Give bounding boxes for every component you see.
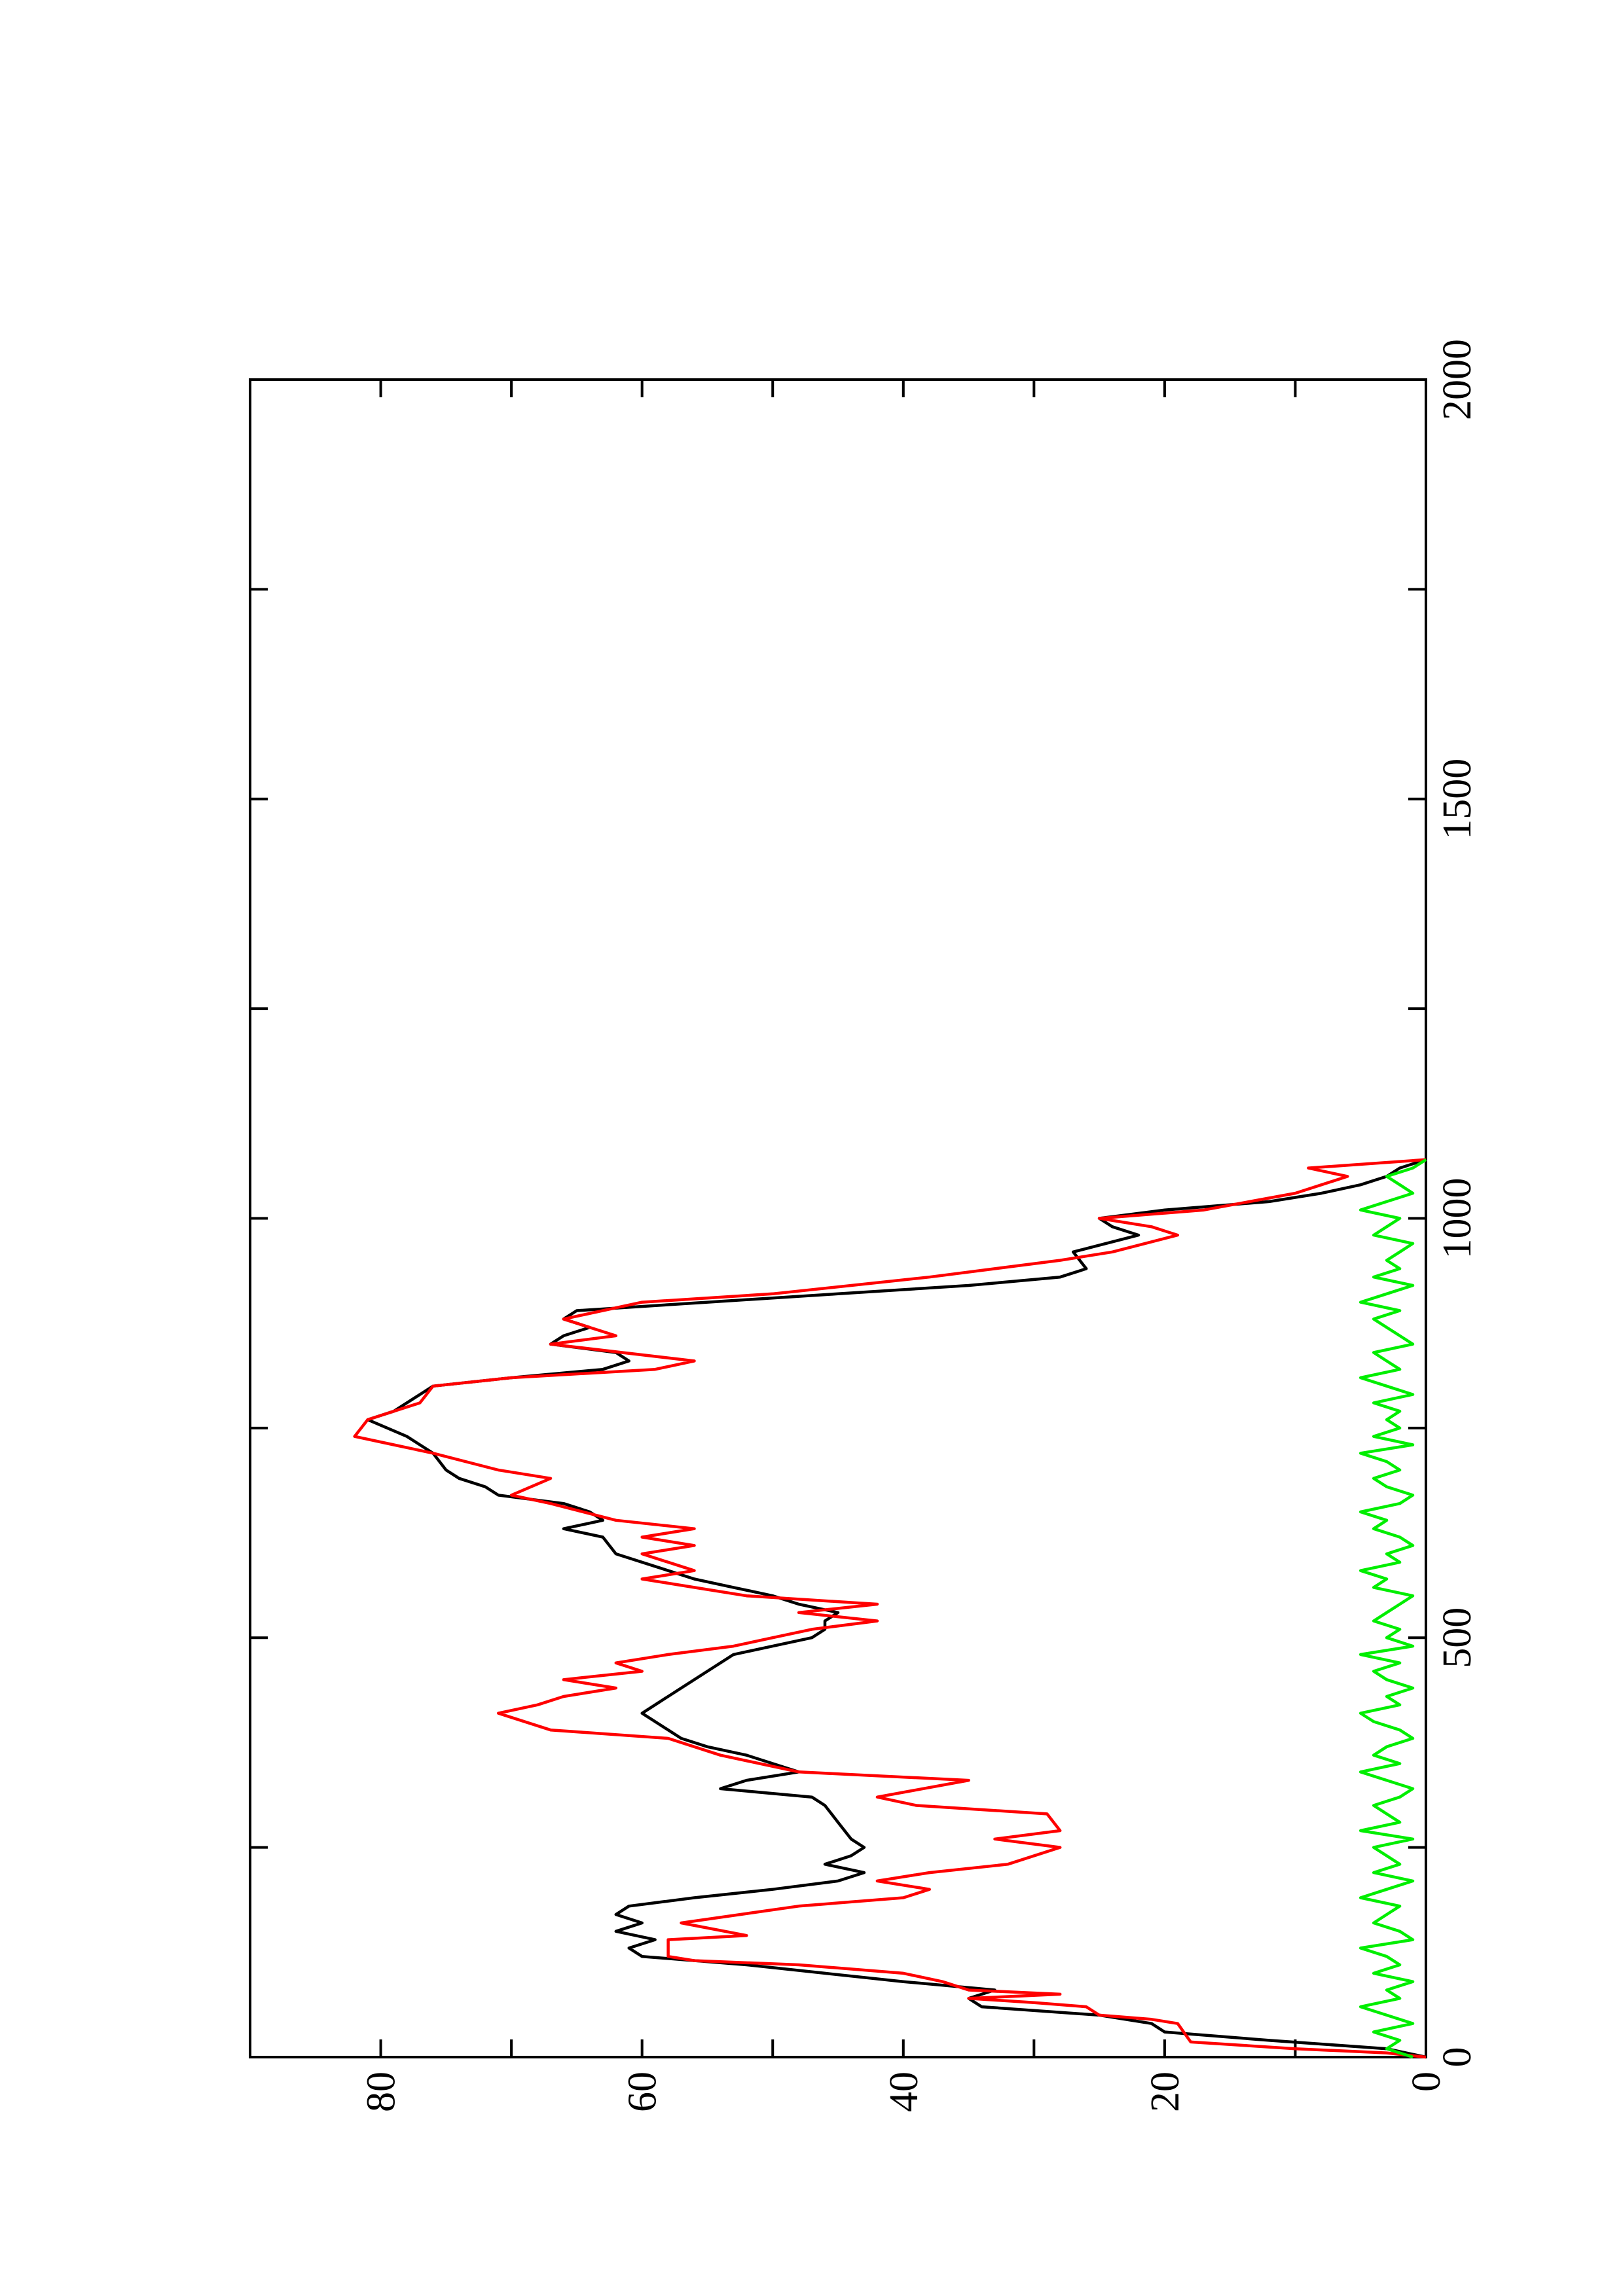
x-tick-label: 2000 [1435,339,1480,420]
y-tick-label: 60 [621,2072,665,2112]
x-tick-label: 0 [1435,2047,1480,2068]
y-tick-label: 20 [1143,2072,1188,2112]
y-tick-label: 80 [359,2072,404,2112]
plot-area: 0 500 1000 1500 2000 0 20 40 60 80 [249,339,1480,2112]
x-tick-label: 1000 [1435,1178,1480,1259]
x-tick-label: 1500 [1435,759,1480,840]
y-tick-label: 40 [882,2072,926,2112]
data-line [353,1158,1427,2059]
y-tick-label: 0 [1404,2072,1449,2092]
x-tick-label: 500 [1435,1607,1480,1668]
data-line [1359,1158,1427,2059]
